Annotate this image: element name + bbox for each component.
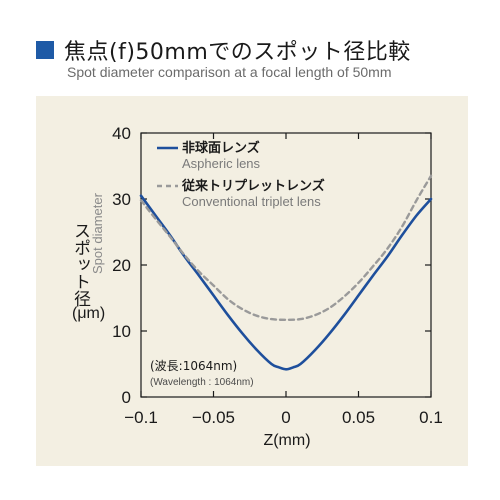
y-tick-label: 10 [112,322,131,341]
y-tick-label: 30 [112,190,131,209]
y-axis-unit: (μm) [72,305,105,322]
x-axis-label: Z(mm) [263,432,310,449]
x-tick-label: 0.05 [342,408,375,427]
y-tick-label: 0 [122,388,131,407]
legend-triplet-label-en: Conventional triplet lens [182,194,321,209]
legend-aspheric-label-en: Aspheric lens [182,156,261,171]
legend-triplet-label: 従来トリプレットレンズ [181,178,325,194]
x-tick-label: −0.05 [192,408,235,427]
series-aspheric-line [141,196,431,370]
x-tick-label: −0.1 [124,408,158,427]
y-axis-label-jp: スポット径 [70,222,91,307]
y-axis-label-en: Spot diameter [90,192,105,274]
x-tick-label: 0.1 [419,408,443,427]
plot-frame [141,133,431,397]
y-tick-label: 20 [112,256,131,275]
wavelength-note-en: (Wavelength : 1064nm) [150,377,254,388]
wavelength-note: (波長:1064nm) [150,359,237,373]
legend-aspheric-label: 非球面レンズ [182,140,260,156]
y-tick-label: 40 [112,124,131,143]
x-tick-label: 0 [281,408,290,427]
